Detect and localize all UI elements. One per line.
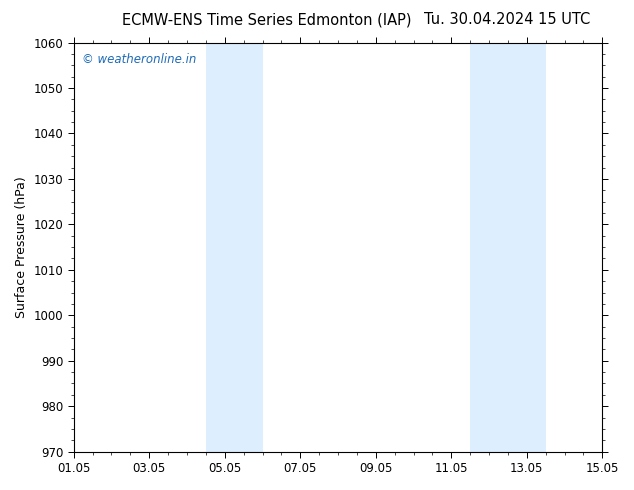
Bar [206,43,262,452]
Text: © weatheronline.in: © weatheronline.in [82,53,196,66]
Y-axis label: Surface Pressure (hPa): Surface Pressure (hPa) [15,176,28,318]
Bar [470,43,508,452]
Text: Tu. 30.04.2024 15 UTC: Tu. 30.04.2024 15 UTC [424,12,590,27]
Text: ECMW-ENS Time Series Edmonton (IAP): ECMW-ENS Time Series Edmonton (IAP) [122,12,411,27]
Bar [508,43,546,452]
